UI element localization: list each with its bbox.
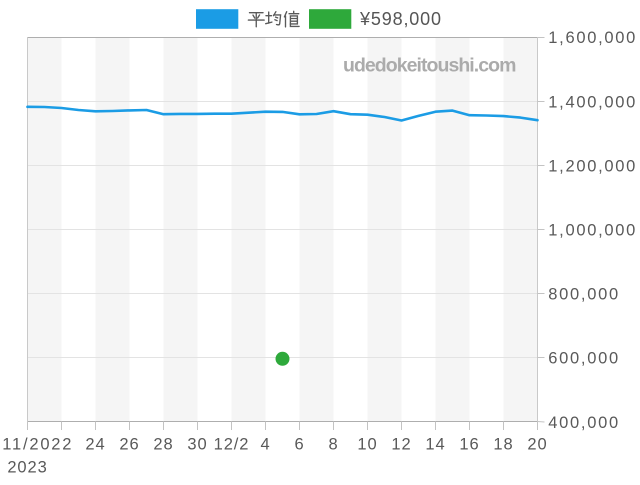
svg-text:400,000: 400,000 [548,414,620,432]
svg-text:1,400,000: 1,400,000 [548,93,637,111]
svg-text:30: 30 [187,436,207,454]
svg-text:1,600,000: 1,600,000 [548,29,637,47]
svg-text:18: 18 [493,436,513,454]
svg-text:800,000: 800,000 [548,286,620,304]
svg-text:600,000: 600,000 [548,350,620,368]
svg-text:20: 20 [527,436,547,454]
svg-text:12: 12 [391,436,411,454]
svg-text:2023: 2023 [7,459,47,477]
svg-text:14: 14 [425,436,445,454]
svg-text:26: 26 [119,436,139,454]
svg-text:4: 4 [260,436,270,454]
svg-text:¥598,000: ¥598,000 [359,9,442,29]
svg-text:28: 28 [153,436,173,454]
svg-text:10: 10 [357,436,377,454]
svg-text:24: 24 [85,436,105,454]
svg-text:16: 16 [459,436,479,454]
svg-text:12/2: 12/2 [214,436,250,454]
svg-text:8: 8 [328,436,338,454]
svg-text:11/2022: 11/2022 [2,436,73,454]
svg-text:udedokeitoushi.com: udedokeitoushi.com [343,55,516,77]
svg-text:1,200,000: 1,200,000 [548,157,637,175]
svg-text:6: 6 [294,436,304,454]
svg-text:1,000,000: 1,000,000 [548,222,637,240]
